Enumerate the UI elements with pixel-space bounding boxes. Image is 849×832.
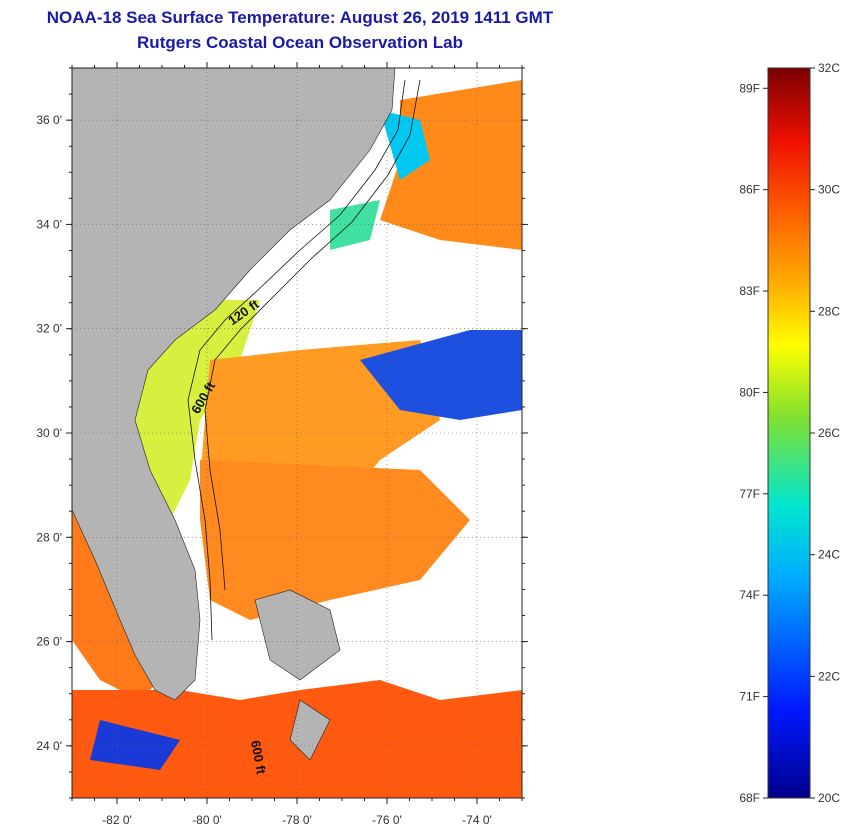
grid [72,68,522,798]
bahamas-land [254,589,341,681]
cool-water-region [380,110,430,180]
axis-ticks: 24 0' 26 0' 28 0' 30 0' 32 0' 34 0' 36 0' -82 0… [36,62,528,827]
lat-label: 34 0' [36,217,62,231]
shelf-water-region [130,300,260,520]
celsius-label: 24C [818,548,840,562]
lon-label: -78 0' [282,813,312,827]
fahrenheit-label: 77F [739,487,760,501]
lat-label: 32 0' [36,322,62,336]
fahrenheit-label: 80F [739,385,760,399]
fahrenheit-label: 68F [739,791,760,805]
celsius-label: 30C [818,183,840,197]
lat-label: 24 0' [36,739,62,753]
lat-label: 30 0' [36,426,62,440]
warm-water-region [200,460,470,620]
bahamas-land [289,699,331,761]
contour-600ft [204,79,421,591]
contour-label: 600 ft [248,739,269,776]
fahrenheit-label: 71F [739,690,760,704]
map-title: NOAA-18 Sea Surface Temperature: August … [46,8,554,27]
colorbar [767,67,811,799]
celsius-label: 32C [818,61,840,75]
lon-label: -82 0' [102,813,132,827]
fahrenheit-label: 86F [739,183,760,197]
cool-water-region [360,330,522,420]
lon-label: -76 0' [372,813,402,827]
celsius-label: 20C [818,791,840,805]
map-subtitle: Rutgers Coastal Ocean Observation Lab [137,33,463,52]
lat-label: 36 0' [36,113,62,127]
fahrenheit-label: 89F [739,81,760,95]
cool-water-region [330,200,380,250]
fahrenheit-label: 83F [739,284,760,298]
lat-label: 28 0' [36,530,62,544]
fahrenheit-label: 74F [739,588,760,602]
land-mass [72,68,396,701]
celsius-label: 22C [818,669,840,683]
lon-label: -74 0' [462,813,492,827]
lon-label: -80 0' [192,813,222,827]
cool-water-region [90,720,180,770]
celsius-label: 26C [818,426,840,440]
colorbar-ticks: 32C 30C 28C 26C 24C 22C 20C 89F 86F 83F 80F 77F 74F 7… [739,61,840,805]
lat-label: 26 0' [36,635,62,649]
celsius-label: 28C [818,304,840,318]
contour-120ft [187,79,406,641]
